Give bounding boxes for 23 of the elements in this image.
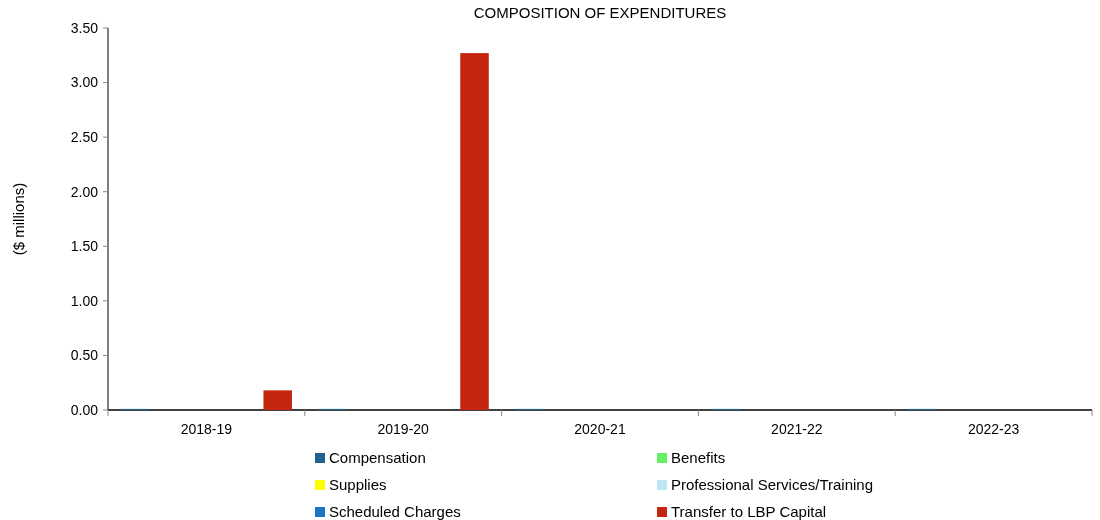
y-tick-label: 2.50 <box>70 129 99 146</box>
y-tick-label: 0.50 <box>70 347 99 364</box>
legend-label: Professional Services/Training <box>671 476 874 494</box>
y-tick-label: 1.50 <box>70 238 99 255</box>
x-tick-label: 2019-20 <box>377 421 430 437</box>
x-tick-label: 2020-21 <box>574 421 626 437</box>
legend-label: Benefits <box>671 449 726 467</box>
x-tick-label: 2018-19 <box>180 421 233 437</box>
x-tick-label: 2021-22 <box>771 421 823 437</box>
bar <box>460 53 489 410</box>
legend-label: Supplies <box>329 476 387 494</box>
y-tick-label: 0.00 <box>70 401 99 418</box>
y-tick-label: 1.00 <box>70 292 99 309</box>
bar <box>263 390 292 410</box>
x-tick-label: 2022-23 <box>967 421 1020 437</box>
legend-label: Transfer to LBP Capital <box>671 503 827 520</box>
y-axis-title: ($ millions) <box>10 182 27 256</box>
chart-title: COMPOSITION OF EXPENDITURES <box>473 4 727 21</box>
y-tick-label: 3.50 <box>70 19 99 36</box>
legend-label: Compensation <box>329 449 426 467</box>
legend-label: Scheduled Charges <box>329 503 461 520</box>
y-tick-label: 3.00 <box>70 74 99 91</box>
y-tick-label: 2.00 <box>70 183 99 200</box>
